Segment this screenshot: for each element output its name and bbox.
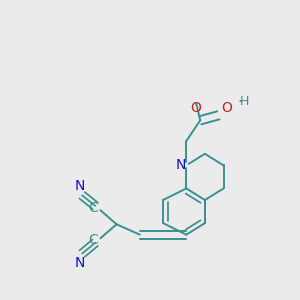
Text: O: O <box>221 100 232 115</box>
Text: C: C <box>88 233 98 248</box>
Text: ·: · <box>237 95 242 110</box>
Text: N: N <box>176 158 186 172</box>
Text: C: C <box>88 201 98 215</box>
Text: N: N <box>74 256 85 270</box>
Text: N: N <box>74 179 85 193</box>
Text: O: O <box>190 101 201 115</box>
Text: H: H <box>240 94 249 108</box>
